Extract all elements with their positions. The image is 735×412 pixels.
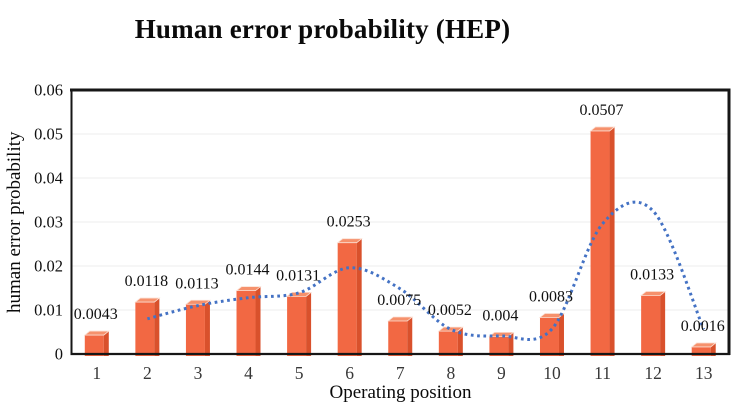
x-tick-label: 1 [92,363,101,383]
bar-side-face [306,292,312,356]
bar-1 [84,335,104,356]
bar-side-face [457,327,463,356]
bar-side-face [558,313,564,356]
y-tick-label: 0 [55,345,63,364]
y-tick-label: 0.03 [34,213,63,232]
bar-value-label: 0.0016 [681,318,725,335]
bar-top-face [235,286,262,292]
bar-side-face [609,126,615,356]
bar-13 [691,346,711,356]
y-tick-label: 0.04 [34,169,63,188]
bar-3 [185,304,205,356]
bar-top-face [336,238,363,244]
bar-side-face [103,331,109,356]
x-tick-label: 3 [194,363,203,383]
bar-7 [388,321,408,356]
bar-side-face [508,332,514,356]
x-tick-label: 12 [644,363,662,383]
x-tick-label: 4 [244,363,253,383]
bar-top-face [639,291,667,296]
bar-value-label: 0.0113 [175,275,218,292]
x-tick-label: 8 [446,363,455,383]
bar-value-label: 0.0131 [276,267,320,284]
x-axis-title: Operating position [329,382,472,403]
bar-top-face [538,313,566,318]
bar-value-label: 0.0075 [377,292,421,309]
x-tick-label: 13 [695,363,713,383]
x-tick-label: 9 [497,363,506,383]
y-tick-label: 0.01 [34,301,63,320]
bar-top-face [387,316,414,322]
bar-value-label: 0.0507 [580,102,624,119]
bar-side-face [407,317,413,356]
bar-side-face [204,300,210,356]
bar-top-face [488,331,515,337]
bar-10 [539,317,559,356]
bar-4 [236,290,256,356]
x-tick-label: 5 [295,363,304,383]
y-tick-label: 0.06 [34,81,63,100]
y-tick-label: 0.02 [34,257,63,276]
bar-value-label: 0.0118 [125,273,168,290]
bar-top-face [134,297,161,303]
bar-11 [590,130,610,356]
x-tick-label: 10 [543,363,561,383]
chart-title: Human error probability (HEP) [134,14,511,44]
bar-value-label: 0.004 [482,307,518,324]
x-tick-label: 7 [396,363,405,383]
bar-value-label: 0.0052 [428,302,472,319]
bar-value-label: 0.0144 [226,262,270,279]
bar-value-label: 0.0133 [630,266,674,283]
bar-5 [287,296,307,356]
bar-side-face [660,291,666,356]
bar-2 [135,302,155,356]
x-tick-label: 2 [143,363,152,383]
bar-6 [337,242,357,356]
bar-value-label: 0.0083 [529,288,573,305]
bar-side-face [154,298,160,356]
bar-top-face [83,330,110,336]
bar-side-face [356,238,362,356]
x-tick-label: 11 [594,363,611,383]
bar-value-label: 0.0253 [327,214,371,231]
bar-8 [438,331,458,356]
bar-value-label: 0.0043 [74,306,118,323]
bar-12 [641,295,661,356]
bar-9 [489,336,509,356]
bar-side-face [255,286,261,356]
trend-dotted-line [146,200,706,341]
bar-top-face [437,326,464,332]
y-tick-label: 0.05 [34,125,63,144]
bar-top-face [589,126,616,132]
bar-top-face [690,342,717,348]
x-tick-label: 6 [345,363,354,383]
